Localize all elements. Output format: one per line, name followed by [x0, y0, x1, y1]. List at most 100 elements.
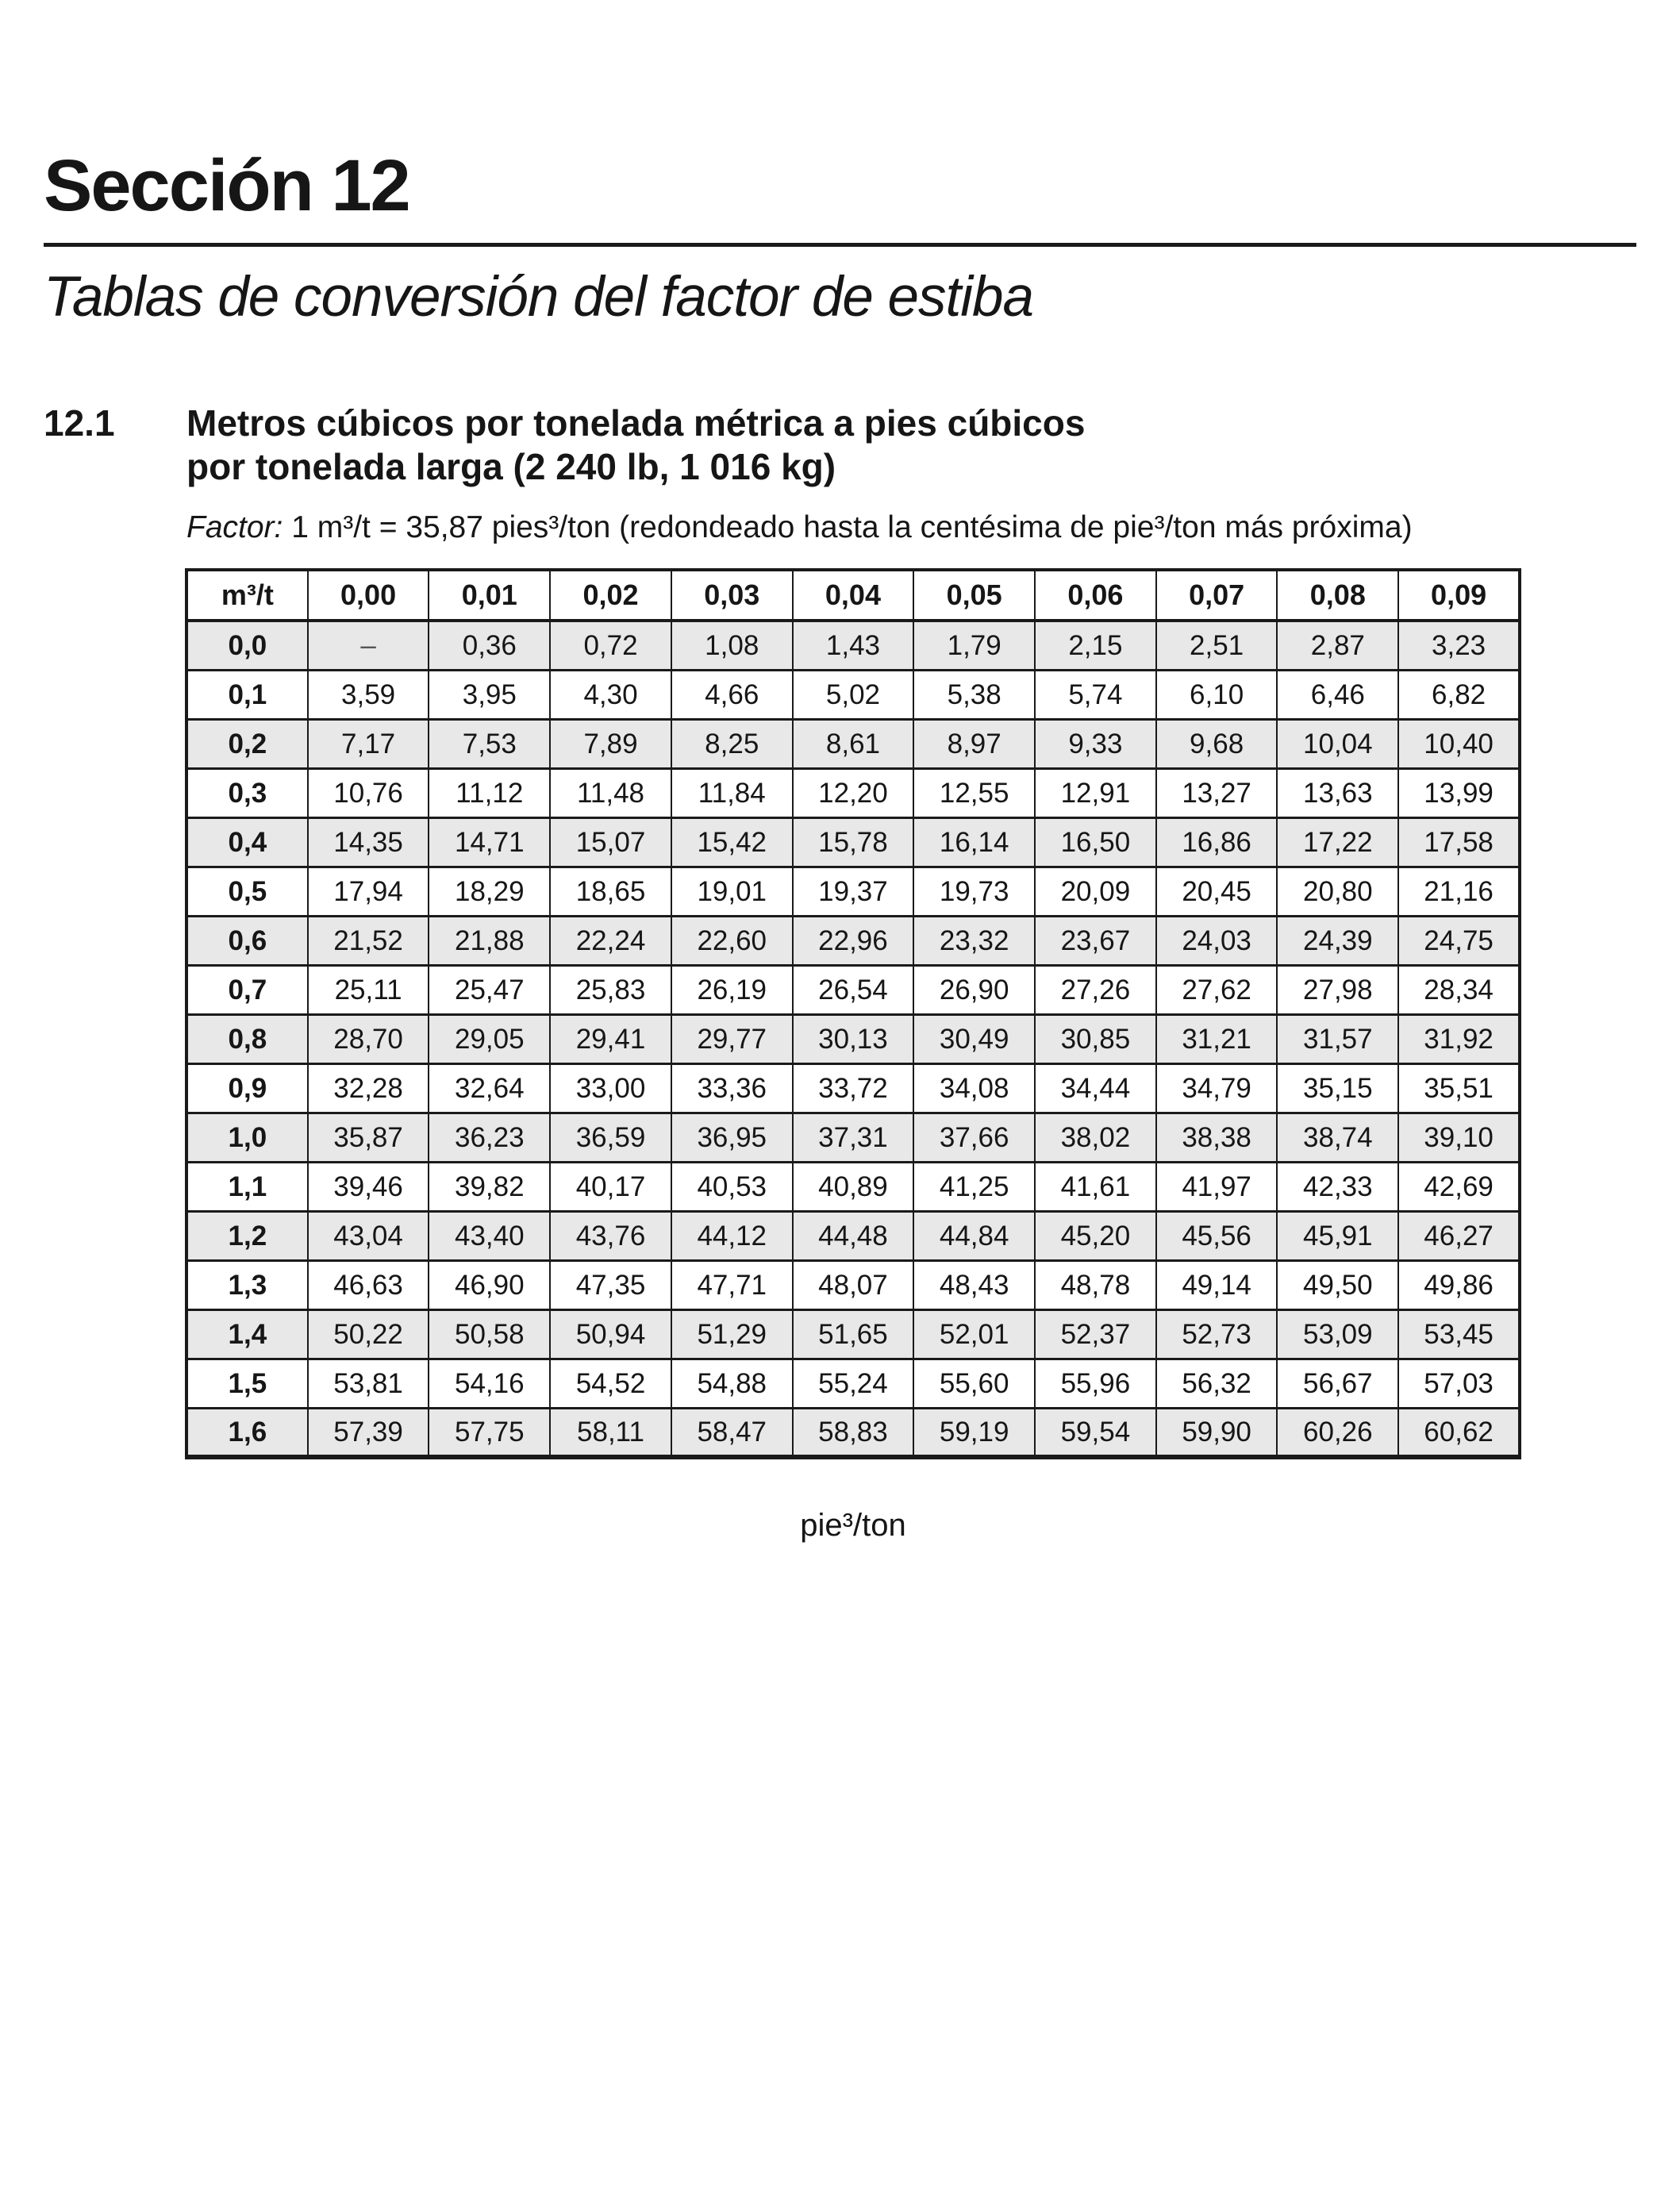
table-row: 0,3 10,76 11,12 11,48 11,84 12,20 12,55 12,91 13…: [186, 767, 1520, 818]
table-cell: 12,55: [913, 767, 1036, 818]
table-cell: 3,59: [306, 669, 430, 720]
table-cell: 27,98: [1276, 964, 1400, 1015]
table-cell: 9,68: [1155, 718, 1278, 769]
table-cell: 6,46: [1276, 669, 1400, 720]
factor-label: Factor:: [186, 510, 283, 544]
table-cell: 40,89: [791, 1161, 915, 1212]
table-cell: 20,45: [1155, 866, 1278, 917]
table-cell: 38,38: [1155, 1112, 1278, 1163]
row-label: 0,6: [186, 915, 309, 966]
table-cell: 41,61: [1034, 1161, 1157, 1212]
table-cell: 7,89: [549, 718, 672, 769]
conversion-table: m³/t 0,00 0,01 0,02 0,03 0,04 0,05 0,06 0,07 0,08…: [185, 568, 1521, 1459]
table-cell: 19,73: [913, 866, 1036, 917]
table-cell: 18,29: [428, 866, 552, 917]
table-cell: 28,34: [1397, 964, 1520, 1015]
table-header-row: m³/t 0,00 0,01 0,02 0,03 0,04 0,05 0,06 0,07 0,08…: [186, 569, 1520, 622]
table-cell: 2,15: [1034, 620, 1157, 671]
table-cell: 1,43: [791, 620, 915, 671]
table-cell: 49,14: [1155, 1259, 1278, 1310]
row-label: 0,4: [186, 817, 309, 867]
header-cell: 0,00: [306, 569, 430, 622]
table-cell: 56,32: [1155, 1358, 1278, 1409]
table-cell: 24,39: [1276, 915, 1400, 966]
table-cell: 59,54: [1034, 1407, 1157, 1458]
table-cell: 8,25: [670, 718, 794, 769]
row-label: 0,9: [186, 1063, 309, 1113]
header-cell: 0,06: [1034, 569, 1157, 622]
table-cell: 13,99: [1397, 767, 1520, 818]
subsection-title-line1: Metros cúbicos por tonelada métrica a pi…: [186, 402, 1086, 444]
row-label: 0,3: [186, 767, 309, 818]
table-row: 0,4 14,35 14,71 15,07 15,42 15,78 16,14 16,50 16…: [186, 817, 1520, 867]
row-label: 0,8: [186, 1013, 309, 1064]
table-cell: 15,07: [549, 817, 672, 867]
table-cell: 10,04: [1276, 718, 1400, 769]
subsection-title-line2: por tonelada larga (2 240 lb, 1 016 kg): [186, 446, 836, 488]
table-cell: 40,53: [670, 1161, 794, 1212]
header-cell: 0,07: [1155, 569, 1278, 622]
table-cell: 58,47: [670, 1407, 794, 1458]
table-cell: 1,08: [670, 620, 794, 671]
table-row: 0,7 25,11 25,47 25,83 26,19 26,54 26,90 27,26 27…: [186, 964, 1520, 1015]
table-cell: 47,35: [549, 1259, 672, 1310]
table-cell: 26,90: [913, 964, 1036, 1015]
table-cell: 3,95: [428, 669, 552, 720]
table-cell: 60,62: [1397, 1407, 1520, 1458]
row-label: 0,0: [186, 620, 309, 671]
table-cell: 16,14: [913, 817, 1036, 867]
table-cell: 44,84: [913, 1210, 1036, 1261]
table-cell: 10,40: [1397, 718, 1520, 769]
table-cell: 33,72: [791, 1063, 915, 1113]
table-cell: 0,72: [549, 620, 672, 671]
table-cell: 8,97: [913, 718, 1036, 769]
table-cell: 29,41: [549, 1013, 672, 1064]
table-cell: 32,28: [306, 1063, 430, 1113]
table-cell: 49,50: [1276, 1259, 1400, 1310]
table-cell: 26,19: [670, 964, 794, 1015]
header-cell: 0,03: [670, 569, 794, 622]
row-label: 1,3: [186, 1259, 309, 1310]
row-label: 0,1: [186, 669, 309, 720]
table-cell: 59,90: [1155, 1407, 1278, 1458]
table-cell: 34,44: [1034, 1063, 1157, 1113]
header-cell: 0,05: [913, 569, 1036, 622]
table-cell: 21,16: [1397, 866, 1520, 917]
table-cell: 25,47: [428, 964, 552, 1015]
table-cell: 52,37: [1034, 1309, 1157, 1359]
table-cell: 46,27: [1397, 1210, 1520, 1261]
table-cell: 12,91: [1034, 767, 1157, 818]
table-cell: 11,48: [549, 767, 672, 818]
table-cell: 36,59: [549, 1112, 672, 1163]
table-cell: 15,78: [791, 817, 915, 867]
table-cell: 7,17: [306, 718, 430, 769]
table-row: 0,6 21,52 21,88 22,24 22,60 22,96 23,32 23,67 24…: [186, 915, 1520, 966]
table-cell: 55,24: [791, 1358, 915, 1409]
table-cell: 24,75: [1397, 915, 1520, 966]
header-cell-unit: m³/t: [186, 569, 309, 622]
table-cell: 52,01: [913, 1309, 1036, 1359]
table-cell: 47,71: [670, 1259, 794, 1310]
subsection-number: 12.1: [44, 402, 115, 444]
row-label: 1,5: [186, 1358, 309, 1409]
table-row: 1,1 39,46 39,82 40,17 40,53 40,89 41,25 41,61 41…: [186, 1161, 1520, 1212]
table-row: 1,2 43,04 43,40 43,76 44,12 44,48 44,84 45,20 45…: [186, 1210, 1520, 1261]
table-cell: 59,19: [913, 1407, 1036, 1458]
table-cell: 44,12: [670, 1210, 794, 1261]
table-cell: 41,25: [913, 1161, 1036, 1212]
table-cell: 49,86: [1397, 1259, 1520, 1310]
table-cell: 9,33: [1034, 718, 1157, 769]
table-cell: 46,90: [428, 1259, 552, 1310]
table-row: 0,2 7,17 7,53 7,89 8,25 8,61 8,97 9,33 9,68 10,04…: [186, 718, 1520, 769]
table-row: 0,9 32,28 32,64 33,00 33,36 33,72 34,08 34,44 34…: [186, 1063, 1520, 1113]
table-cell: 57,03: [1397, 1358, 1520, 1409]
table-cell: 35,51: [1397, 1063, 1520, 1113]
table-cell: 45,91: [1276, 1210, 1400, 1261]
table-cell: 54,88: [670, 1358, 794, 1409]
table-cell: 30,85: [1034, 1013, 1157, 1064]
table-cell: 33,36: [670, 1063, 794, 1113]
table-cell: 17,58: [1397, 817, 1520, 867]
table-cell: 50,58: [428, 1309, 552, 1359]
factor-text: 1 m³/t = 35,87 pies³/ton (redondeado has…: [283, 510, 1413, 544]
